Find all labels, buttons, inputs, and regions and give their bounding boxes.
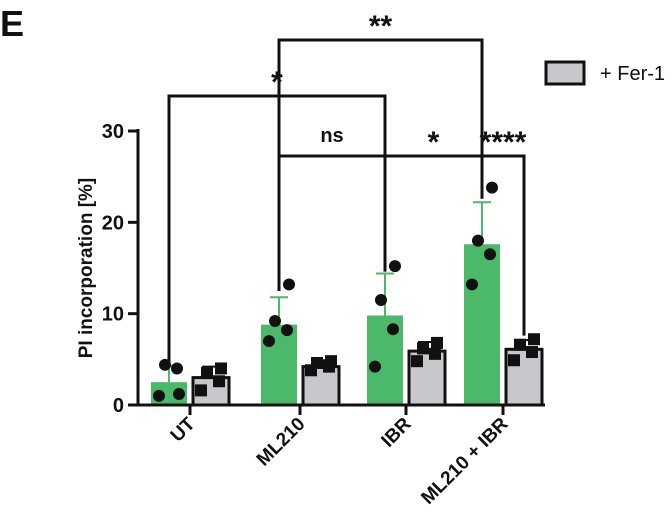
legend-label: + Fer-1 — [600, 63, 665, 85]
data-point — [417, 342, 429, 355]
bar — [464, 244, 500, 405]
x-tick-label: ML210 — [253, 414, 310, 471]
y-axis-label: PI incorporation [%] — [76, 178, 97, 359]
data-point — [213, 375, 225, 388]
data-point — [528, 333, 540, 346]
x-tick-label: UT — [167, 413, 200, 446]
y-tick-label: 0 — [113, 395, 124, 417]
data-point — [508, 354, 520, 367]
significance-bracket — [277, 154, 387, 291]
x-tick-label: ML210 + IBR — [417, 413, 512, 508]
data-point — [283, 278, 295, 291]
y-tick-label: 30 — [102, 121, 124, 143]
data-point — [387, 323, 399, 336]
data-point — [325, 355, 337, 368]
data-point — [514, 338, 526, 351]
panel-label: E — [0, 3, 24, 44]
data-point — [472, 234, 484, 247]
data-point — [215, 362, 227, 375]
significance-label: * — [271, 66, 283, 99]
significance-bracket — [277, 38, 484, 291]
data-point — [431, 336, 443, 349]
data-point — [369, 360, 381, 373]
legend: + Fer-1 — [544, 60, 665, 86]
significance-bracket — [480, 154, 526, 336]
data-point — [526, 346, 538, 359]
data-point — [201, 367, 213, 380]
data-point — [281, 324, 293, 337]
significance-label: ** — [369, 10, 393, 43]
data-point — [389, 260, 401, 273]
data-point — [195, 384, 207, 397]
data-point — [269, 314, 281, 327]
x-tick-label: IBR — [378, 413, 416, 451]
significance-label: ns — [320, 125, 343, 147]
data-point — [173, 388, 185, 401]
data-point — [484, 248, 496, 261]
data-point — [466, 278, 478, 291]
data-point — [171, 362, 183, 375]
significance-label: * — [428, 126, 440, 159]
data-point — [153, 389, 165, 402]
y-tick-label: 20 — [102, 212, 124, 234]
data-point — [429, 347, 441, 360]
y-tick-label: 10 — [102, 304, 124, 326]
data-point — [486, 181, 498, 194]
data-point — [311, 356, 323, 369]
data-point — [411, 355, 423, 368]
data-point — [263, 335, 275, 348]
data-point — [375, 293, 387, 306]
significance-label: **** — [480, 126, 527, 159]
legend-swatch — [544, 60, 586, 86]
